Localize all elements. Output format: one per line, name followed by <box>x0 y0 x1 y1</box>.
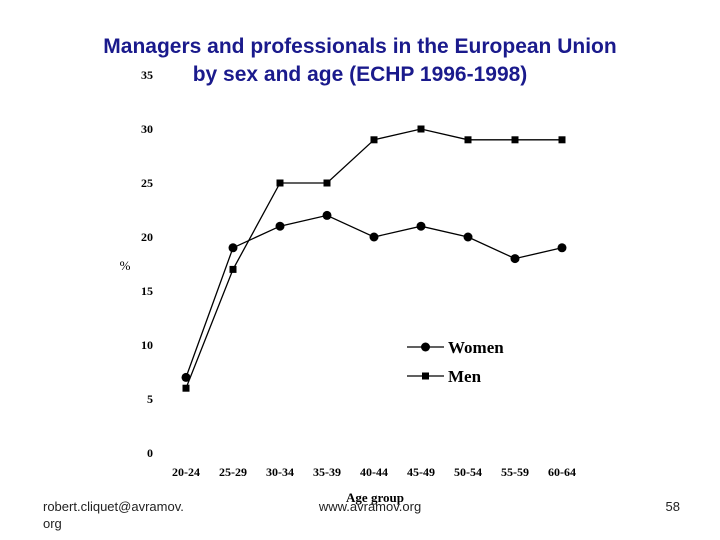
data-point-women <box>557 243 567 253</box>
data-point-men <box>558 136 566 144</box>
data-point-women <box>228 243 238 253</box>
page-title: Managers and professionals in the Europe… <box>40 33 680 89</box>
y-tick-label: 10 <box>141 338 153 352</box>
title-line-2: by sex and age (ECHP 1996-1998) <box>192 63 528 86</box>
y-tick-label: 5 <box>147 392 153 406</box>
data-point-women <box>322 210 332 220</box>
data-point-men <box>229 265 237 273</box>
y-tick-label: 20 <box>141 230 153 244</box>
data-point-women <box>510 254 520 264</box>
y-tick-label: 30 <box>141 122 153 136</box>
data-point-women <box>463 232 473 242</box>
data-point-women <box>369 232 379 242</box>
data-point-men <box>276 179 284 187</box>
data-point-men <box>323 179 331 187</box>
footer-author-email: robert.cliquet@avramov. org <box>43 499 184 531</box>
data-point-men <box>370 136 378 144</box>
footer-website: www.avramov.org <box>318 499 422 514</box>
data-point-women <box>416 221 426 231</box>
x-tick-label: 50-54 <box>454 465 482 479</box>
x-tick-label: 35-39 <box>313 465 341 479</box>
x-axis-label: Age group <box>346 490 404 505</box>
footer-page-number: 58 <box>665 499 680 514</box>
y-tick-label: 35 <box>141 68 153 82</box>
legend-marker-men <box>422 372 429 380</box>
data-point-women <box>181 372 191 382</box>
legend-label-women: Women <box>448 338 504 357</box>
title-line-1: Managers and professionals in the Europe… <box>103 35 617 58</box>
legend-marker-women <box>421 342 430 352</box>
x-tick-label: 45-49 <box>407 465 435 479</box>
x-tick-label: 60-64 <box>548 465 576 479</box>
data-point-men <box>464 136 472 144</box>
legend-label-men: Men <box>448 367 482 386</box>
x-tick-label: 30-34 <box>266 465 294 479</box>
y-tick-label: 15 <box>141 284 153 298</box>
x-tick-label: 40-44 <box>360 465 388 479</box>
series-line-men <box>185 128 562 389</box>
y-tick-label: 25 <box>141 176 153 190</box>
data-point-men <box>511 136 519 144</box>
y-tick-label: 0 <box>147 446 153 460</box>
data-point-men <box>182 384 190 392</box>
y-axis-label: % <box>120 258 131 273</box>
x-tick-label: 55-59 <box>501 465 529 479</box>
data-point-women <box>275 221 285 231</box>
x-tick-label: 20-24 <box>172 465 200 479</box>
x-tick-label: 25-29 <box>219 465 247 479</box>
data-point-men <box>417 125 425 133</box>
